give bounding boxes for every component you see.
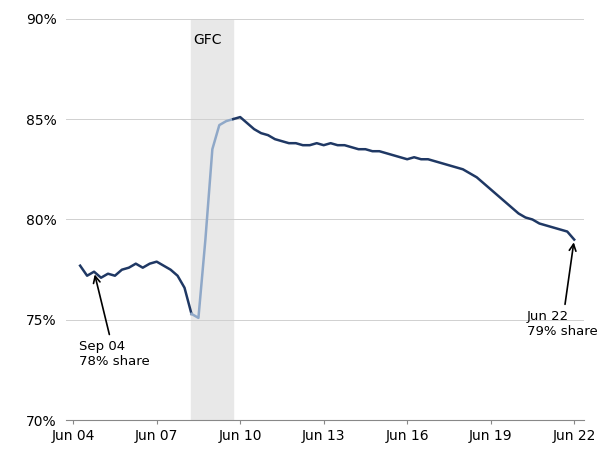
Text: GFC: GFC [193, 33, 222, 47]
Text: Jun 22
79% share: Jun 22 79% share [527, 244, 598, 338]
Text: Sep 04
78% share: Sep 04 78% share [79, 276, 149, 368]
Bar [191, 19, 233, 420]
